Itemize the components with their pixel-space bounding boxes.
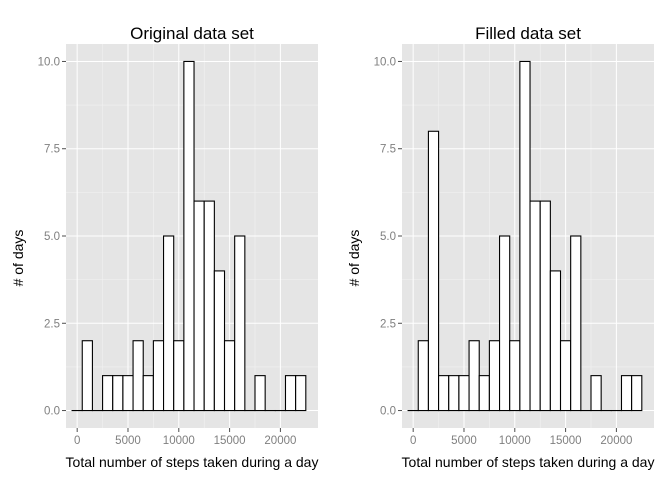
histogram-bar [458, 375, 470, 412]
x-tick-label: 5000 [451, 435, 477, 447]
histogram-bar [559, 340, 572, 412]
x-tick-label: 10000 [499, 435, 531, 447]
histogram-bar [417, 340, 429, 412]
histogram-bar [193, 200, 205, 412]
x-tick-label: 20000 [264, 435, 296, 447]
histogram-bar [122, 375, 134, 412]
histogram-bar [509, 340, 521, 412]
y-tick-label: 5.0 [44, 231, 60, 243]
histogram-bar [203, 200, 215, 412]
histogram-bar [162, 235, 175, 412]
histogram-bar [234, 235, 246, 412]
x-axis-title: Total number of steps taken during a day [402, 454, 655, 470]
histogram-bar [549, 270, 562, 412]
histogram-bar [102, 375, 114, 412]
y-tick-label: 2.5 [44, 318, 60, 330]
histogram-bar [254, 375, 266, 412]
histogram-bar [468, 340, 480, 412]
histogram-bar [631, 375, 643, 412]
histogram-bar [284, 375, 297, 412]
histogram-bar [478, 375, 490, 412]
y-tick-label: 7.5 [380, 144, 396, 156]
y-tick-label: 5.0 [380, 231, 396, 243]
chart-original: 0.0 2.5 5.0 7.5 10.0 0 5000 10000 15000 20000 Orig… [10, 24, 318, 470]
y-tick-label: 7.5 [44, 144, 60, 156]
histogram-bar [81, 340, 93, 412]
y-tick-label: 0.0 [380, 406, 396, 418]
y-axis-title: # of days [10, 230, 26, 287]
histogram-bar [223, 340, 236, 412]
histogram-bar [152, 340, 165, 412]
histogram-bar [173, 340, 185, 412]
histogram-bar [142, 375, 154, 412]
histogram-bar [529, 200, 541, 412]
histogram-bar [488, 340, 501, 412]
histogram-bar [213, 270, 226, 412]
x-tick-label: 20000 [600, 435, 632, 447]
histogram-bar [183, 60, 195, 412]
histogram-bar [448, 375, 460, 412]
histogram-bar [570, 235, 582, 412]
histogram-bar [539, 200, 551, 412]
y-tick-label: 2.5 [380, 318, 396, 330]
y-tick-label: 0.0 [44, 406, 60, 418]
histogram-bar [498, 235, 511, 412]
histogram-bar [427, 130, 440, 412]
histogram-bar [620, 375, 633, 412]
y-tick-label: 10.0 [38, 56, 60, 68]
x-tick-label: 0 [74, 435, 80, 447]
x-tick-label: 10000 [163, 435, 195, 447]
chart-filled: 0.0 2.5 5.0 7.5 10.0 0 5000 10000 15000 20000 Fill… [346, 24, 654, 470]
histogram-bar [295, 375, 307, 412]
x-tick-label: 5000 [115, 435, 141, 447]
histogram-bar [519, 60, 531, 412]
x-tick-label: 15000 [214, 435, 246, 447]
x-tick-label: 15000 [550, 435, 582, 447]
x-tick-label: 0 [410, 435, 416, 447]
x-axis-title: Total number of steps taken during a day [66, 454, 319, 470]
histogram-bar [438, 375, 450, 412]
y-tick-label: 10.0 [374, 56, 396, 68]
histogram-bar [132, 340, 144, 412]
chart-title: Filled data set [475, 24, 581, 43]
histogram-bar [590, 375, 602, 412]
chart-title: Original data set [130, 24, 254, 43]
y-axis-title: # of days [346, 230, 362, 287]
histogram-bar [112, 375, 124, 412]
